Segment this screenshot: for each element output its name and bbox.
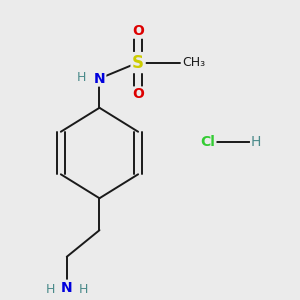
Text: H: H	[46, 284, 55, 296]
Text: O: O	[132, 88, 144, 101]
Text: N: N	[61, 281, 73, 295]
Text: N: N	[94, 71, 105, 85]
Text: Cl: Cl	[200, 135, 215, 149]
Text: S: S	[132, 54, 144, 72]
Text: H: H	[251, 135, 261, 149]
Text: H: H	[79, 284, 88, 296]
Text: H: H	[77, 71, 86, 84]
Text: CH₃: CH₃	[183, 56, 206, 69]
Text: O: O	[132, 24, 144, 38]
